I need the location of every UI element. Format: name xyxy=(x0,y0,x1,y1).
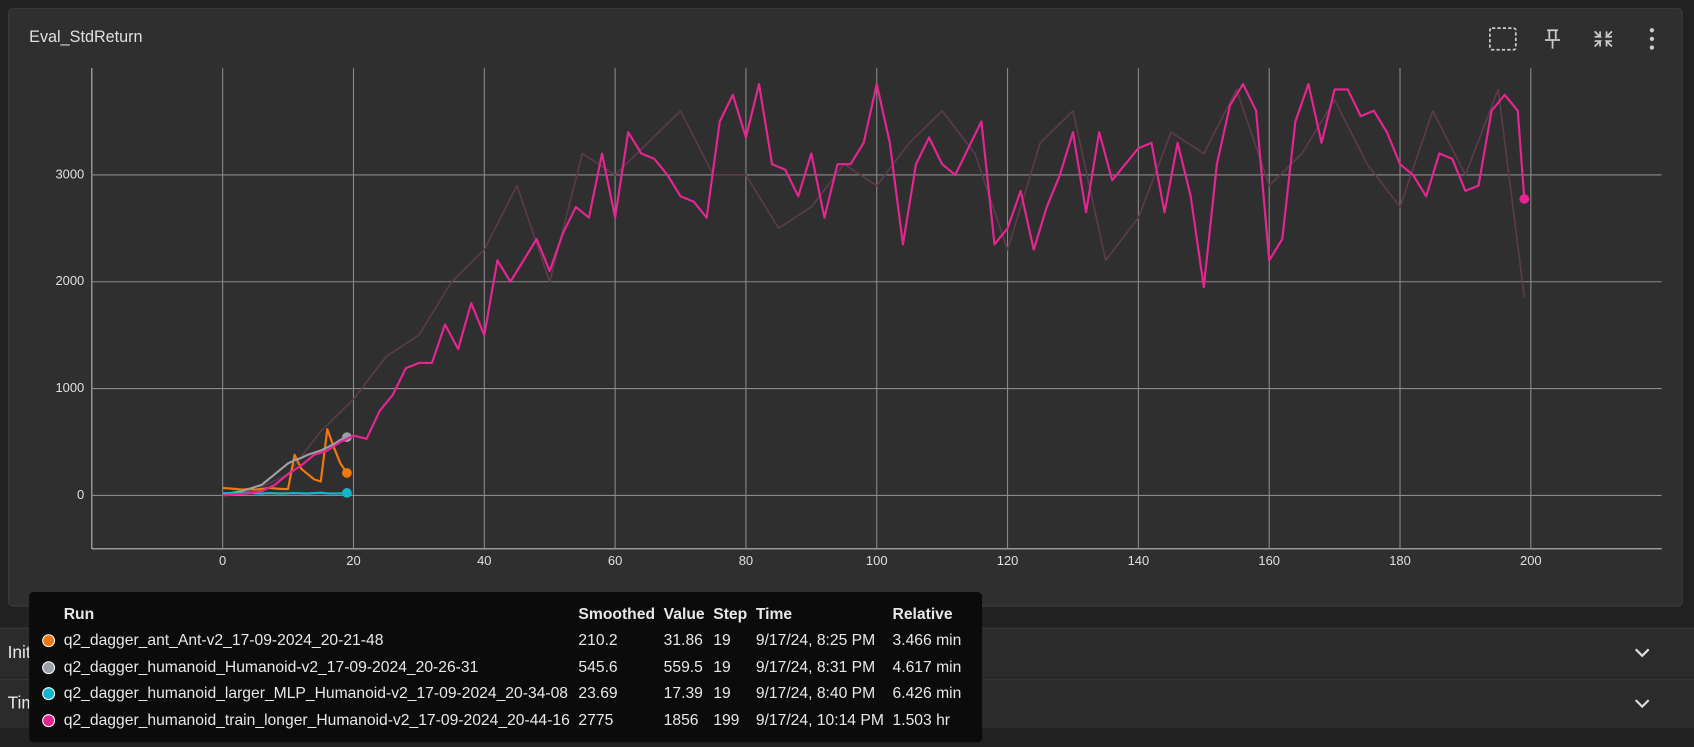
header-cell: Value xyxy=(663,606,705,624)
x-tick-label: 140 xyxy=(1128,553,1150,568)
tooltip-table: Run Smoothed Value Step Time Relative q2_dagge… xyxy=(38,602,966,734)
tooltip-cell: 545.6 xyxy=(578,658,618,677)
menu-button[interactable] xyxy=(1649,28,1655,50)
series-line xyxy=(222,436,348,496)
pin-button[interactable] xyxy=(1544,29,1561,49)
end-point xyxy=(1519,194,1530,204)
tooltip-cell: 2775 xyxy=(578,711,614,729)
header-cell: Run xyxy=(63,606,95,624)
tooltip-cell: 9/17/24, 10:14 PM xyxy=(755,711,884,729)
y-tick-label: 3000 xyxy=(55,166,84,181)
tooltip-cell: 9/17/24, 8:40 PM xyxy=(755,685,876,703)
x-tick-label: 0 xyxy=(219,553,226,568)
series-line xyxy=(222,83,1526,497)
end-point xyxy=(342,488,352,498)
swatch-cell xyxy=(38,681,60,707)
tooltip-cell: 17.39 xyxy=(663,685,703,703)
swatch-cell xyxy=(38,628,60,654)
swatch-cell xyxy=(38,654,60,680)
lines xyxy=(222,83,1530,498)
tooltip-cell: 3.466 min xyxy=(892,632,962,650)
x-tick-label: 200 xyxy=(1520,553,1542,568)
tooltip-cell: 1.503 hr xyxy=(892,711,951,729)
chevron[interactable] xyxy=(1634,644,1651,661)
x-tick-label: 60 xyxy=(608,553,622,568)
tooltip-cell: 19 xyxy=(713,658,731,677)
header-cell: Relative xyxy=(892,606,953,624)
chevron[interactable] xyxy=(1634,695,1651,712)
tooltip-cell: 210.2 xyxy=(578,632,618,650)
tooltip-cell: 19 xyxy=(713,685,731,703)
legend-dot xyxy=(42,634,56,648)
tooltip-row: q2_dagger_humanoid_Humanoid-v2_17-09-202… xyxy=(38,654,966,680)
series-line xyxy=(222,428,348,491)
y-tick-label: 1000 xyxy=(55,380,84,395)
tooltip-cell: 559.5 xyxy=(663,658,703,677)
x-tick-label: 160 xyxy=(1258,553,1280,568)
tooltip-cell: 19 xyxy=(713,632,731,650)
x-tick-label: 180 xyxy=(1389,553,1411,568)
tooltip-row: q2_dagger_ant_Ant-v2_17-09-2024_20-21-48… xyxy=(38,628,966,654)
header-cell: Time xyxy=(755,606,793,624)
legend-dot xyxy=(42,714,56,728)
tooltip-cell: q2_dagger_humanoid_train_longer_Humanoid… xyxy=(63,711,570,729)
header-cell: Smoothed xyxy=(578,606,656,624)
x-tick-label: 80 xyxy=(739,553,753,568)
legend-dot xyxy=(42,687,56,701)
tooltip-cell: 4.617 min xyxy=(892,658,962,677)
plot: 0 1000 2000 3000 0 20 40 60 80 100 120 140 160 180 200 xyxy=(55,68,1662,568)
x-tick-label: 120 xyxy=(997,553,1019,568)
card xyxy=(8,8,1683,607)
end-point xyxy=(342,468,352,478)
toolbar xyxy=(1489,27,1655,51)
header-cell xyxy=(38,602,60,628)
x-tick-label: 40 xyxy=(477,553,491,568)
tooltip-row: q2_dagger_humanoid_larger_MLP_Humanoid-v… xyxy=(38,681,966,707)
x-tick-label: 100 xyxy=(866,553,888,568)
tooltip-cell: q2_dagger_humanoid_larger_MLP_Humanoid-v… xyxy=(63,685,569,703)
tooltip-cell: 23.69 xyxy=(578,685,618,703)
collapse-button[interactable] xyxy=(1594,30,1613,48)
header-cell: Step xyxy=(713,606,748,624)
raw-line xyxy=(222,88,1526,497)
fit-button[interactable] xyxy=(1489,27,1517,51)
tooltip-cell: 31.86 xyxy=(663,632,703,650)
tooltip-cell: 9/17/24, 8:25 PM xyxy=(755,632,876,650)
legend-dot xyxy=(42,661,56,675)
tooltip-row: q2_dagger_humanoid_train_longer_Humanoid… xyxy=(38,707,966,733)
chart-card: Eval_StdReturn 0 1000 2000 3000 0 20 40 60 80 100… xyxy=(8,8,1683,607)
tooltip-cell: 199 xyxy=(713,711,740,729)
swatch-cell xyxy=(38,707,60,733)
tooltip: Run Smoothed Value Step Time Relative q2_dagge… xyxy=(29,592,983,743)
header-row: Run Smoothed Value Step Time Relative xyxy=(38,602,966,628)
x-tick-label: 20 xyxy=(346,553,360,568)
tooltip-cell: 9/17/24, 8:31 PM xyxy=(755,658,876,677)
y-tick-label: 0 xyxy=(77,487,84,502)
tooltip-cell: 6.426 min xyxy=(892,685,962,703)
tooltip-cell: 1856 xyxy=(663,711,699,729)
tooltip-cell: q2_dagger_ant_Ant-v2_17-09-2024_20-21-48 xyxy=(63,632,384,650)
chart-title: Eval_StdReturn xyxy=(29,28,142,46)
tooltip-cell: q2_dagger_humanoid_Humanoid-v2_17-09-202… xyxy=(63,658,479,677)
y-tick-label: 2000 xyxy=(55,273,84,288)
